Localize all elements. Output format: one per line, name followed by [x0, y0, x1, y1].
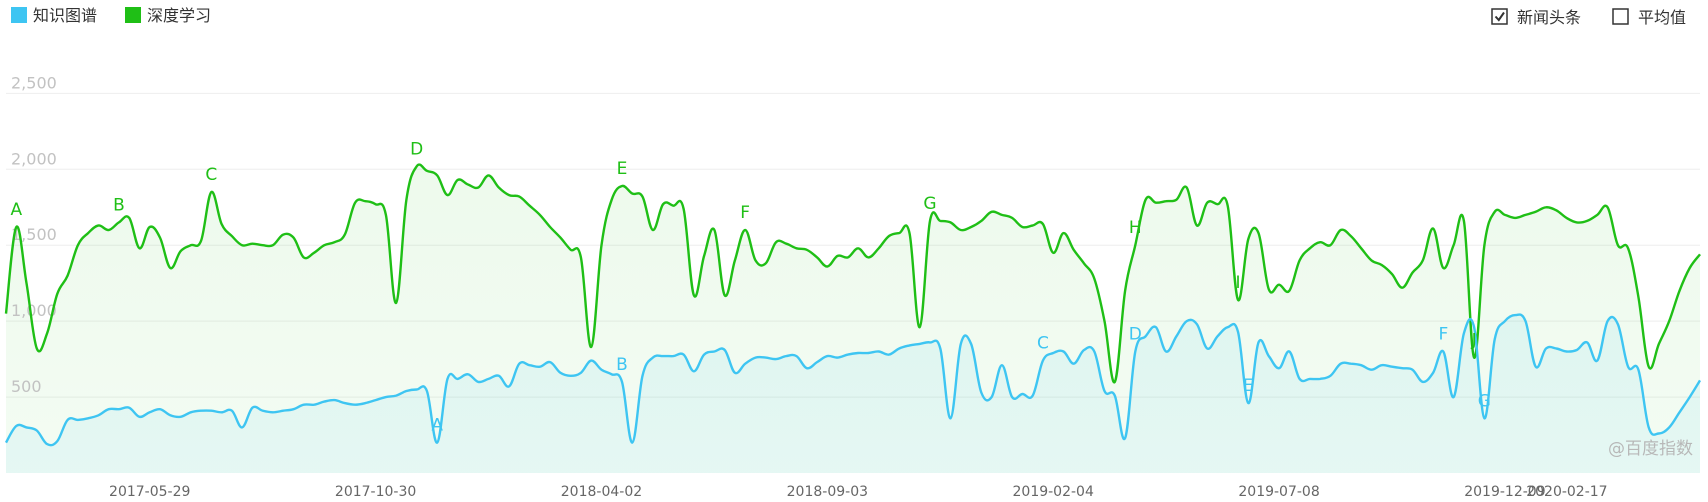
annotation-marker[interactable]: B — [616, 355, 628, 375]
annotation-marker[interactable]: I — [1235, 273, 1240, 293]
checkmark-icon — [1494, 11, 1505, 22]
y-tick-label: 1,000 — [11, 301, 57, 320]
option-average[interactable]: 平均值 — [1612, 8, 1686, 27]
annotation-marker[interactable]: B — [113, 195, 125, 215]
x-tick-label: 2020-02-17 — [1526, 484, 1607, 500]
x-tick-label: 2019-02-04 — [1013, 484, 1094, 500]
y-tick-label: 1,500 — [11, 225, 57, 244]
x-tick-label: 2018-04-02 — [561, 484, 642, 500]
annotation-marker[interactable]: F — [1438, 325, 1448, 345]
annotation-marker[interactable]: E — [617, 159, 628, 179]
x-tick-label: 2017-05-29 — [109, 484, 190, 500]
annotation-marker[interactable]: F — [740, 203, 750, 223]
y-tick-label: 2,000 — [11, 149, 57, 168]
series-line-1[interactable] — [4, 163, 1701, 384]
x-tick-label: 2019-12-09 — [1464, 484, 1545, 500]
x-axis: 2017-05-29 2017-10-30 2018-04-02 2018-09-03… — [109, 484, 1608, 500]
series-line-2[interactable] — [4, 313, 1702, 447]
annotation-marker[interactable]: G — [1478, 391, 1491, 411]
checkbox-average[interactable] — [1612, 8, 1629, 25]
annotation-marker[interactable]: J — [1471, 331, 1477, 351]
series-lines — [4, 163, 1702, 447]
series-areas — [6, 164, 1700, 473]
x-tick-label: 2017-10-30 — [335, 484, 416, 500]
legend-swatch-blue — [11, 7, 27, 23]
annotation-marker[interactable]: E — [1243, 376, 1254, 396]
watermark: @百度指数 — [1608, 439, 1693, 459]
y-tick-label: 500 — [11, 377, 42, 396]
legend: 知识图谱 深度学习 — [11, 6, 211, 25]
y-tick-label: 2,500 — [11, 73, 57, 92]
annotation-marker[interactable]: A — [10, 200, 22, 220]
option-news-headlines[interactable]: 新闻头条 — [1491, 8, 1581, 27]
legend-label-series-1: 知识图谱 — [33, 6, 97, 25]
series-area-2 — [6, 314, 1700, 473]
option-label-news-headlines: 新闻头条 — [1517, 8, 1581, 27]
y-axis: 500 1,000 1,500 2,000 2,500 — [11, 73, 57, 396]
option-label-average: 平均值 — [1638, 8, 1686, 27]
annotation-marker[interactable]: C — [205, 165, 217, 185]
x-tick-label: 2019-07-08 — [1238, 484, 1319, 500]
legend-item-series-1[interactable]: 知识图谱 — [11, 6, 97, 25]
legend-swatch-green — [125, 7, 141, 23]
annotation-marker[interactable]: G — [923, 194, 936, 214]
annotations: A B C D E F G H I J A B C D E F G — [10, 139, 1491, 435]
x-tick-label: 2018-09-03 — [787, 484, 868, 500]
checkbox-news-headlines[interactable] — [1491, 8, 1508, 25]
annotation-marker[interactable]: C — [1037, 334, 1049, 354]
annotation-marker[interactable]: H — [1129, 218, 1142, 238]
legend-label-series-2: 深度学习 — [147, 6, 211, 25]
annotation-marker[interactable]: D — [1129, 325, 1142, 345]
legend-item-series-2[interactable]: 深度学习 — [125, 6, 211, 25]
annotation-marker[interactable]: D — [410, 139, 423, 159]
annotation-marker[interactable]: A — [431, 416, 443, 436]
